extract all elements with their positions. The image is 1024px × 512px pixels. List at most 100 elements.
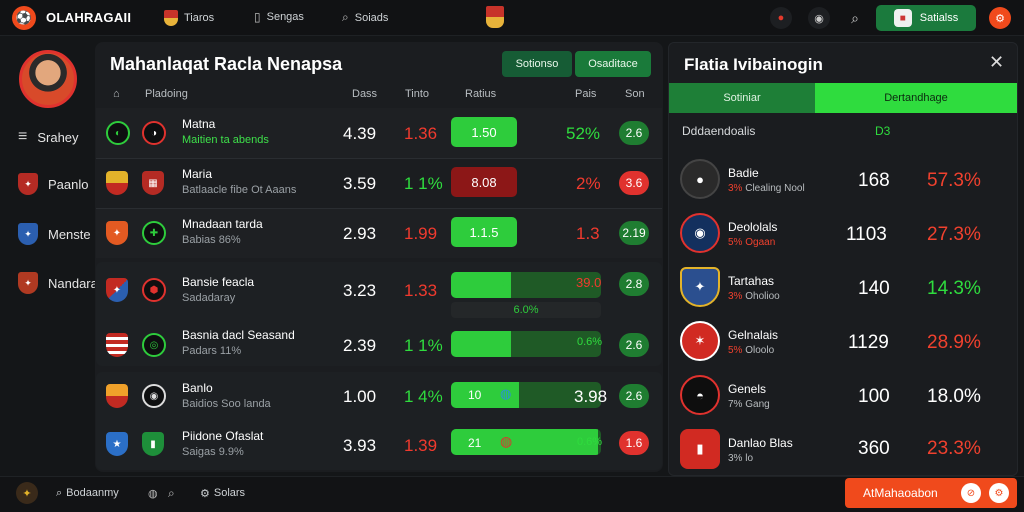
cta-button[interactable]: AtMahaoabon ⊘ ⚙ — [845, 478, 1017, 508]
team-name: Maria — [182, 167, 213, 181]
player-name: Tartahas — [728, 274, 775, 288]
score-badge[interactable]: 3.6 — [619, 171, 649, 195]
team-subtitle: Baidios Soo landa — [182, 398, 271, 410]
settings-icon: ⚙ — [989, 483, 1009, 503]
club-crest-icon[interactable]: ✦ — [16, 482, 38, 504]
odds-progress-bar[interactable] — [451, 429, 601, 455]
club-crest-icon: ◓ — [680, 375, 720, 415]
team-crest-icon — [106, 384, 128, 408]
club-crest-icon: ▮ — [680, 429, 720, 469]
nav-item-soiads[interactable]: ⌕ Soiads — [342, 10, 388, 25]
search-icon[interactable]: ⌕ — [168, 486, 175, 500]
team-name: Piidone Ofaslat — [182, 429, 264, 443]
tab-sotiniar[interactable]: Sotiniar — [669, 83, 815, 113]
player-avatar: ● — [680, 159, 720, 199]
score-badge[interactable]: 2.8 — [619, 272, 649, 296]
odds-progress-fill — [451, 331, 511, 357]
player-value: 168 — [858, 170, 890, 191]
sidebar-item-menste[interactable]: ✦ Menste — [18, 223, 91, 245]
score-badge[interactable]: 1.6 — [619, 431, 649, 455]
shield-icon — [164, 10, 178, 26]
home-icon: ⌂ — [113, 88, 120, 100]
team-name: Mnadaan tarda — [182, 217, 263, 231]
team-crest-icon: ◑ — [142, 121, 166, 145]
menu-grid-icon[interactable]: ⚙ — [989, 7, 1011, 29]
notification-icon[interactable]: ● — [770, 7, 792, 29]
club-crest-icon: ◉ — [680, 213, 720, 253]
phone-icon: ▯ — [254, 10, 261, 24]
odds-progress-bar[interactable] — [451, 331, 601, 357]
column-header: Ratius — [465, 88, 497, 100]
footer-item-bodaanmy[interactable]: ⌕ Bodaanmy — [56, 487, 119, 500]
refresh-icon: ↻ — [500, 335, 511, 350]
club-crest-icon: ✦ — [18, 173, 38, 195]
sidebar-item-label: Srahey — [37, 129, 79, 145]
score-badge[interactable]: 2.6 — [619, 384, 649, 408]
center-club-crest-icon[interactable] — [486, 6, 504, 31]
player-value: 1129 — [848, 332, 889, 353]
column-header: Pais — [575, 88, 597, 100]
location-icon[interactable]: ◉ — [808, 7, 830, 29]
search-icon[interactable]: ⌕ — [851, 9, 859, 26]
nav-label: Soiads — [354, 11, 389, 24]
signin-label: Satialss — [919, 12, 959, 24]
filter-pill-osaditace[interactable]: Osaditace — [575, 51, 651, 77]
percentage-value: 0.6% — [577, 436, 603, 448]
player-value: 140 — [858, 278, 890, 299]
player-name: Badie — [728, 166, 759, 180]
score-badge[interactable]: 2.19 — [619, 221, 649, 245]
club-crest-icon: ✦ — [680, 267, 720, 307]
table-row[interactable] — [96, 158, 662, 208]
panel-title: Flatia Ivibainogin — [684, 55, 823, 74]
table-row[interactable] — [96, 108, 662, 158]
cta-label: AtMahaoabon — [863, 486, 938, 500]
settings-icon: ⚙ — [200, 488, 210, 500]
player-percentage: 27.3% — [927, 224, 981, 245]
close-icon[interactable]: ✕ — [989, 52, 1005, 72]
odd-button[interactable]: 1.1.5 — [451, 217, 517, 247]
odd-button[interactable]: 8.08 — [451, 167, 517, 197]
player-percentage: 14.3% — [927, 278, 981, 299]
team-subtitle: Babias 86% — [182, 234, 241, 246]
player-percentage: 18.0% — [927, 386, 981, 407]
footer-label: Solars — [213, 487, 246, 499]
filter-pill-sotionso[interactable]: Sotionso — [502, 51, 572, 77]
percentage-value: 39.0 — [576, 275, 602, 290]
signin-button[interactable]: ■ Satialss — [876, 5, 976, 31]
table-row[interactable] — [96, 208, 662, 258]
nav-item-sengas[interactable]: ▯ Sengas — [254, 10, 304, 24]
user-avatar[interactable] — [19, 50, 77, 108]
tab-dertandhage[interactable]: Dertandhage — [815, 83, 1017, 113]
team-subtitle: Saigas 9.9% — [182, 446, 244, 458]
odds-progress-bar[interactable] — [451, 382, 601, 408]
nav-item-tiaros[interactable]: Tiaros — [164, 10, 214, 26]
club-crest-icon: ✦ — [18, 272, 38, 294]
percentage-value: 3.98 — [574, 387, 608, 406]
logo-icon[interactable]: ⚽ — [12, 6, 36, 30]
info-icon[interactable]: ◍ — [148, 488, 158, 500]
score-badge[interactable]: 2.6 — [619, 333, 649, 357]
odds-value: 3.23 — [343, 281, 377, 300]
team-crest-icon: ◎ — [142, 333, 166, 357]
player-subtitle: 3% Oholioo — [728, 291, 780, 302]
player-value: 100 — [858, 386, 890, 407]
score-badge[interactable]: 2.6 — [619, 121, 649, 145]
odd-label: 10 — [468, 388, 482, 402]
sidebar-item-paanlo[interactable]: ✦ Paanlo — [18, 173, 88, 195]
player-subtitle: 5% Ogaan — [728, 237, 776, 248]
column-header: Dass — [352, 88, 378, 100]
odds-progress-bar[interactable] — [451, 272, 601, 298]
sidebar-item-nandara[interactable]: ✦ Nandara — [18, 272, 98, 294]
footer-item-solars[interactable]: ⚙ Solars — [200, 487, 245, 500]
team-crest-icon: ◐ — [106, 121, 130, 145]
player-subtitle: 7% Gang — [728, 399, 770, 410]
team-crest-icon: ★ — [106, 432, 128, 456]
app-logo-text[interactable]: OLAHRAGAII — [46, 10, 132, 25]
change-value: 1.39 — [404, 436, 438, 455]
odd-button[interactable]: 1.50 — [451, 117, 517, 147]
sidebar-item-srahey[interactable]: ≡ Srahey — [18, 128, 79, 146]
team-name: Banlo — [182, 381, 213, 395]
top-bar — [0, 0, 1024, 36]
team-subtitle: Padars 11% — [182, 345, 242, 357]
team-crest-icon: ✚ — [142, 221, 166, 245]
